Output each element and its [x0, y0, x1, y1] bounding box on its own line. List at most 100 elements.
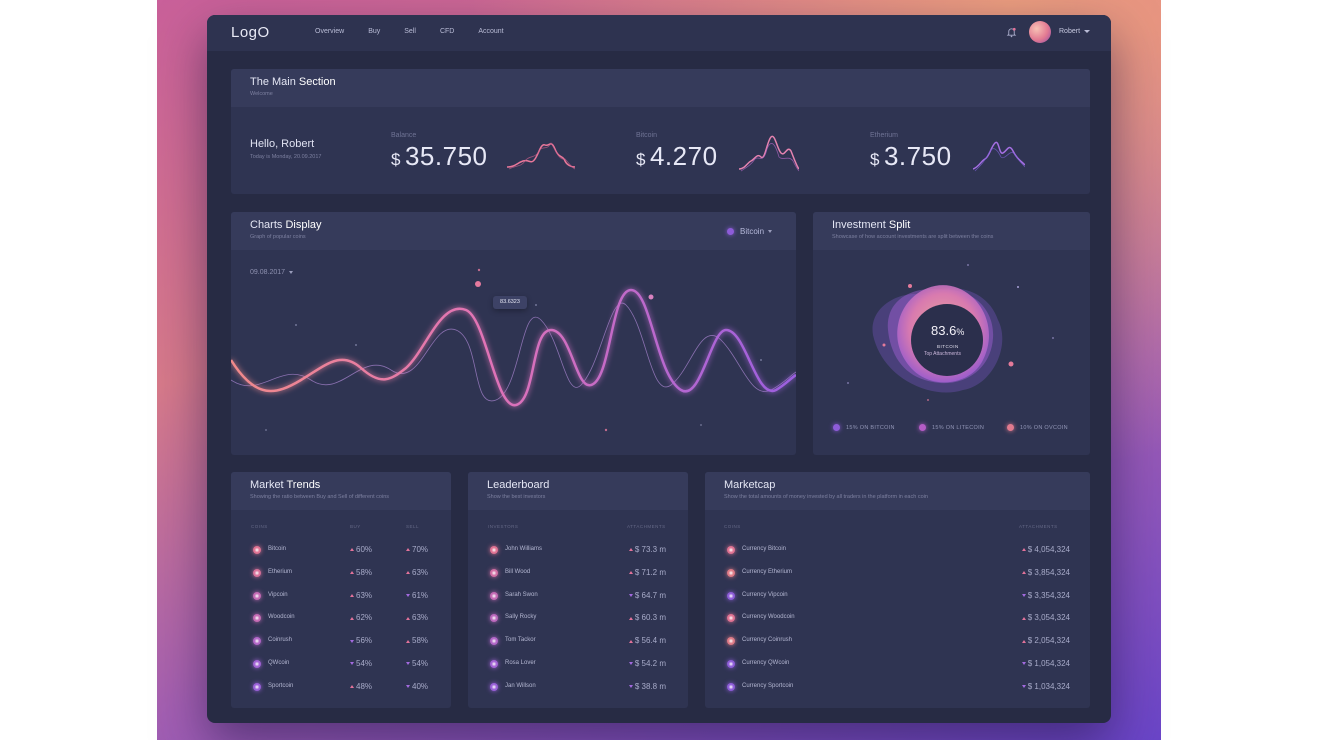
table-row[interactable]: Sportcoin 48% 40%	[231, 680, 451, 694]
arrow-down-icon	[350, 639, 354, 643]
table-row[interactable]: Rosa Lover $ 54.2 m	[468, 657, 688, 671]
table-row[interactable]: Currency Etherium $ 3,854,324	[705, 566, 1090, 580]
arrow-up-icon	[350, 571, 354, 575]
table-row[interactable]: Coinrush 56% 58%	[231, 634, 451, 648]
table-row[interactable]: Sally Rocky $ 60.3 m	[468, 611, 688, 625]
table-row[interactable]: Sarah Swon $ 64.7 m	[468, 589, 688, 603]
arrow-up-icon	[350, 616, 354, 620]
coin-dot	[253, 637, 261, 646]
nav-account[interactable]: Account	[478, 28, 504, 35]
main-nav: Overview Buy Sell CFD Account	[315, 28, 528, 35]
card-title: Leaderboard	[487, 479, 550, 491]
table-row[interactable]: Etherium 58% 63%	[231, 566, 451, 580]
bell-icon[interactable]	[1006, 26, 1017, 38]
table-row[interactable]: Currency Woodcoin $ 3,054,324	[705, 611, 1090, 625]
table-row[interactable]: Tom Tackor $ 56.4 m	[468, 634, 688, 648]
card-subtitle: Graph of popular coins	[250, 234, 306, 240]
bitcoin-label: Bitcoin	[636, 132, 658, 139]
table-row[interactable]: Vipcoin 63% 61%	[231, 589, 451, 603]
table-row[interactable]: Woodcoin 62% 63%	[231, 611, 451, 625]
row-name: Sportcoin	[268, 682, 294, 689]
buy-value: 54%	[350, 659, 372, 668]
table-row[interactable]: Currency Bitcoin $ 4,054,324	[705, 543, 1090, 557]
coin-dot	[253, 546, 261, 554]
arrow-down-icon	[628, 593, 633, 597]
sell-value: 70%	[406, 545, 428, 554]
coin-dot	[727, 682, 735, 691]
nav-buy[interactable]: Buy	[368, 28, 381, 35]
arrow-up-icon	[628, 616, 633, 620]
column-header: INVESTORS	[488, 524, 519, 529]
coin-dot	[727, 660, 735, 668]
arrow-up-icon	[628, 571, 633, 575]
marketcap-card: Marketcap Show the total amounts of mone…	[705, 472, 1090, 708]
coin-dot	[727, 228, 734, 236]
charts-display-card: Charts Display Graph of popular coins Bi…	[231, 212, 796, 455]
split-caption: Top Attachments	[924, 351, 961, 357]
coin-dot	[490, 637, 498, 646]
date-select[interactable]: 09.08.2017	[250, 269, 294, 276]
coin-select[interactable]: Bitcoin	[727, 227, 773, 236]
nav-overview[interactable]: Overview	[315, 28, 345, 35]
table-row[interactable]: Currency QWcoin $ 1,054,324	[705, 657, 1090, 671]
avatar[interactable]	[1029, 21, 1051, 43]
column-header: ATTACHMENTS	[627, 524, 666, 529]
row-name: Currency Woodcoin	[742, 614, 795, 621]
row-name: Currency QWcoin	[742, 660, 790, 666]
row-name: QWcoin	[268, 660, 290, 666]
balance-value: $35.750	[391, 141, 488, 171]
sell-value: 40%	[406, 682, 428, 691]
coin-dot	[727, 614, 735, 623]
buy-value: 60%	[350, 545, 372, 554]
card-header: Leaderboard Show the best investors	[468, 472, 688, 510]
main-section-card: The Main Section Welcome Hello, Robert T…	[231, 69, 1090, 194]
table-row[interactable]: Currency Coinrush $ 2,054,324	[705, 634, 1090, 648]
coin-dot	[253, 682, 261, 691]
greeting: Hello, Robert	[250, 138, 315, 150]
top-bar: LogO Overview Buy Sell CFD Account Rober…	[207, 15, 1111, 51]
arrow-up-icon	[406, 548, 410, 552]
legend-item-litecoin: 15% ON LITECOIN	[919, 424, 984, 431]
market-trends-card: Market Trends Showing the ratio between …	[231, 472, 451, 708]
arrow-up-icon	[1021, 616, 1026, 620]
arrow-up-icon	[406, 639, 410, 643]
arrow-up-icon	[350, 685, 354, 689]
table-row[interactable]: John Williams $ 73.3 m	[468, 543, 688, 557]
coin-dot	[727, 546, 735, 554]
arrow-up-icon	[406, 616, 410, 620]
legend-dot	[919, 424, 926, 431]
balance-sparkline	[507, 142, 575, 170]
arrow-down-icon	[1021, 685, 1026, 689]
arrow-down-icon	[350, 662, 354, 666]
arrow-down-icon	[406, 662, 410, 666]
row-name: Bitcoin	[268, 546, 287, 552]
table-row[interactable]: Currency Vipcoin $ 3,354,324	[705, 589, 1090, 603]
logo[interactable]: LogO	[231, 24, 270, 41]
nav-sell[interactable]: Sell	[404, 28, 416, 35]
card-title: Marketcap	[724, 479, 776, 491]
arrow-down-icon	[628, 662, 633, 666]
table-row[interactable]: Bitcoin 60% 70%	[231, 543, 451, 557]
marketcap-value: $ 3,854,324	[1021, 568, 1070, 577]
user-menu[interactable]: Robert	[1059, 28, 1091, 35]
row-name: John Williams	[505, 546, 543, 552]
attachment-value: $ 71.2 m	[628, 568, 666, 577]
etherium-value: $3.750	[870, 141, 952, 171]
arrow-up-icon	[350, 548, 354, 552]
thin-series	[231, 302, 796, 402]
row-name: Currency Coinrush	[742, 637, 793, 644]
row-name: Etherium	[268, 568, 293, 575]
table-row[interactable]: Jan Willson $ 38.8 m	[468, 680, 688, 694]
column-header: SELL	[406, 524, 420, 529]
table-row[interactable]: QWcoin 54% 54%	[231, 657, 451, 671]
investment-blob-chart	[847, 264, 1054, 401]
attachment-value: $ 54.2 m	[628, 659, 666, 668]
legend-dot	[833, 424, 840, 431]
coin-dot	[490, 568, 498, 577]
table-row[interactable]: Currency Sportcoin $ 1,034,324	[705, 680, 1090, 694]
table-row[interactable]: Bill Wood $ 71.2 m	[468, 566, 688, 580]
chart-tooltip: 83.6323	[493, 296, 527, 309]
nav-cfd[interactable]: CFD	[439, 28, 455, 35]
arrow-up-icon	[628, 548, 633, 552]
chart-point	[648, 294, 654, 300]
